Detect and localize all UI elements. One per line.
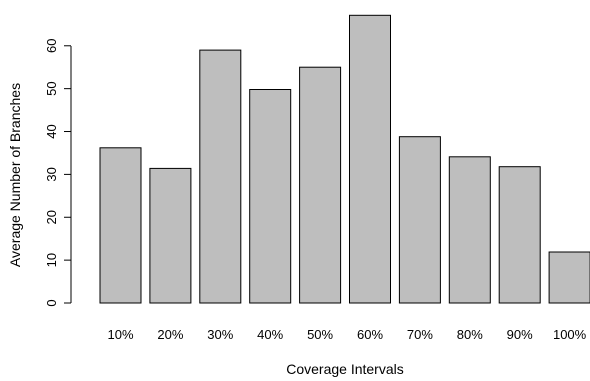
y-axis: 0 10 20 30 40 50 60 (44, 39, 72, 307)
bar-70pct (398, 136, 441, 304)
x-tick-label: 40% (257, 327, 283, 342)
y-axis-title: Average Number of Branches (7, 83, 23, 267)
x-tick-label: 10% (107, 327, 133, 342)
x-tick-label: 70% (407, 327, 433, 342)
x-tick-label: 90% (507, 327, 533, 342)
x-axis-title: Coverage Intervals (286, 361, 404, 377)
y-tick-label: 0 (44, 299, 59, 306)
y-tick-label: 40 (44, 124, 59, 138)
x-tick-label: 50% (307, 327, 333, 342)
x-labels: 10% 20% 30% 40% 50% 60% 70% 80% 90% 100% (107, 327, 586, 342)
bar-50pct (299, 66, 342, 304)
bar-30pct (199, 49, 242, 304)
bar-60pct (349, 14, 391, 304)
y-tick-label: 30 (44, 167, 59, 181)
y-tick-label: 10 (44, 253, 59, 267)
bar-10pct (99, 147, 142, 304)
y-ticks: 0 10 20 30 40 50 60 (44, 39, 71, 307)
x-tick-label: 80% (457, 327, 483, 342)
x-tick-label: 20% (157, 327, 183, 342)
bar-80pct (448, 156, 491, 304)
bar-40pct (249, 89, 292, 304)
y-tick-label: 50 (44, 81, 59, 95)
bar-90pct (498, 166, 541, 304)
bars (99, 14, 590, 304)
bar-100pct (548, 251, 590, 304)
bar-20pct (149, 167, 192, 304)
y-tick-label: 20 (44, 210, 59, 224)
x-tick-label: 60% (357, 327, 383, 342)
y-tick-label: 60 (44, 39, 59, 53)
x-tick-label: 30% (207, 327, 233, 342)
x-tick-label: 100% (553, 327, 587, 342)
